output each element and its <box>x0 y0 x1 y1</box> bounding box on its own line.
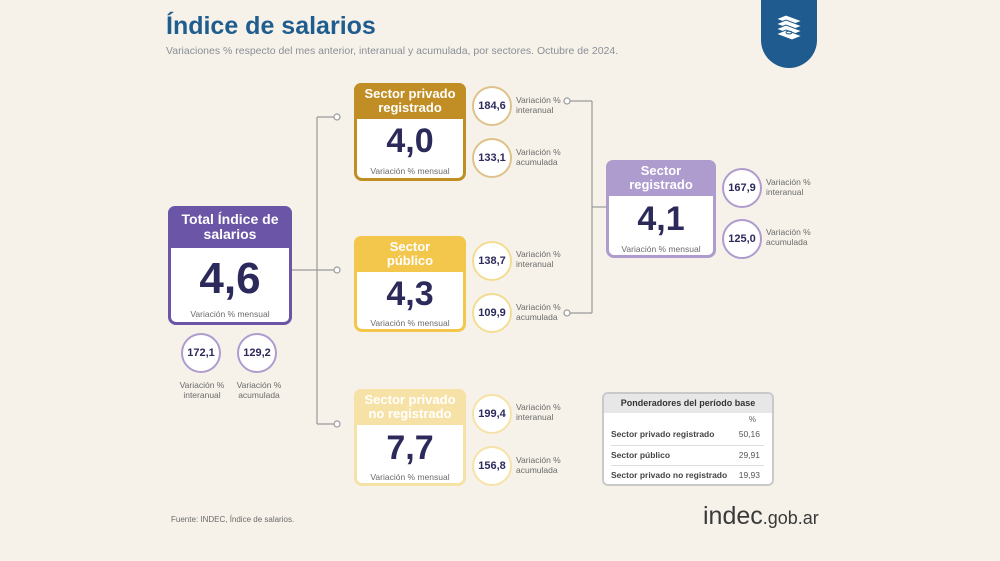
total-interanual-circle: 172,1 <box>181 333 221 373</box>
logo-domain: .gob.ar <box>762 508 819 528</box>
table-row: Sector privado registrado 50,16 <box>611 425 764 445</box>
page-title: Índice de salarios <box>166 12 376 40</box>
no-registrado-caption: Variación % mensual <box>370 472 450 482</box>
no-registrado-title: Sector privado no registrado <box>354 389 466 425</box>
row-value: 50,16 <box>738 429 760 439</box>
publico-interanual-label: Variación % interanual <box>516 249 561 269</box>
registrado-interanual-circle: 167,9 <box>722 168 762 208</box>
total-acumulada-label: Variación % acumulada <box>236 380 282 400</box>
table-row: Sector privado no registrado 19,93 <box>611 465 764 486</box>
row-value: 19,93 <box>738 470 760 480</box>
header-tab <box>761 0 817 68</box>
source-note: Fuente: INDEC, Índice de salarios. <box>171 515 295 524</box>
page-subtitle: Variaciones % respecto del mes anterior,… <box>166 45 619 57</box>
table-row: Sector público 29,91 <box>611 445 764 466</box>
registrado-interanual-label: Variación % interanual <box>766 177 811 197</box>
publico-box: Sector público 4,3 Variación % mensual <box>354 236 466 332</box>
publico-acumulada-circle: 109,9 <box>472 293 512 333</box>
no-registrado-interanual-circle: 199,4 <box>472 394 512 434</box>
publico-title: Sector público <box>354 236 466 272</box>
no-registrado-box: Sector privado no registrado 7,7 Variaci… <box>354 389 466 486</box>
privado-registrado-value: 4,0 <box>386 122 434 160</box>
row-label: Sector público <box>611 450 671 460</box>
no-registrado-value: 7,7 <box>386 429 434 467</box>
privado-registrado-acumulada-circle: 133,1 <box>472 138 512 178</box>
privado-registrado-interanual-circle: 184,6 <box>472 86 512 126</box>
no-registrado-acumulada-label: Variación % acumulada <box>516 455 561 475</box>
logo-main: indec <box>703 502 763 530</box>
publico-acumulada-label: Variación % acumulada <box>516 302 561 322</box>
total-acumulada-circle: 129,2 <box>237 333 277 373</box>
publico-caption: Variación % mensual <box>370 318 450 328</box>
privado-registrado-interanual-label: Variación % interanual <box>516 95 561 115</box>
indec-logo[interactable]: indec.gob.ar <box>703 502 819 531</box>
total-caption: Variación % mensual <box>190 309 270 319</box>
registrado-acumulada-circle: 125,0 <box>722 219 762 259</box>
money-icon <box>774 14 804 41</box>
publico-value: 4,3 <box>386 275 434 313</box>
registrado-value: 4,1 <box>637 200 685 238</box>
ponderadores-unit: % <box>748 415 756 424</box>
no-registrado-interanual-label: Variación % interanual <box>516 402 561 422</box>
no-registrado-acumulada-circle: 156,8 <box>472 446 512 486</box>
total-interanual-label: Variación % interanual <box>179 380 225 400</box>
publico-interanual-circle: 138,7 <box>472 241 512 281</box>
ponderadores-title: Ponderadores del período base <box>604 394 772 413</box>
privado-registrado-title: Sector privado registrado <box>354 83 466 119</box>
registrado-caption: Variación % mensual <box>621 244 701 254</box>
row-label: Sector privado no registrado <box>611 470 728 480</box>
row-label: Sector privado registrado <box>611 429 715 439</box>
privado-registrado-acumulada-label: Variación % acumulada <box>516 147 561 167</box>
row-value: 29,91 <box>738 450 760 460</box>
total-title: Total Índice de salarios <box>168 206 292 248</box>
total-box: Total Índice de salarios 4,6 Variación %… <box>168 206 292 325</box>
ponderadores-table: Ponderadores del período base % Sector p… <box>602 392 774 486</box>
privado-registrado-box: Sector privado registrado 4,0 Variación … <box>354 83 466 181</box>
total-value: 4,6 <box>199 254 261 303</box>
privado-registrado-caption: Variación % mensual <box>370 166 450 176</box>
registrado-box: Sector registrado 4,1 Variación % mensua… <box>606 160 716 258</box>
registrado-acumulada-label: Variación % acumulada <box>766 227 811 247</box>
registrado-title: Sector registrado <box>606 160 716 196</box>
